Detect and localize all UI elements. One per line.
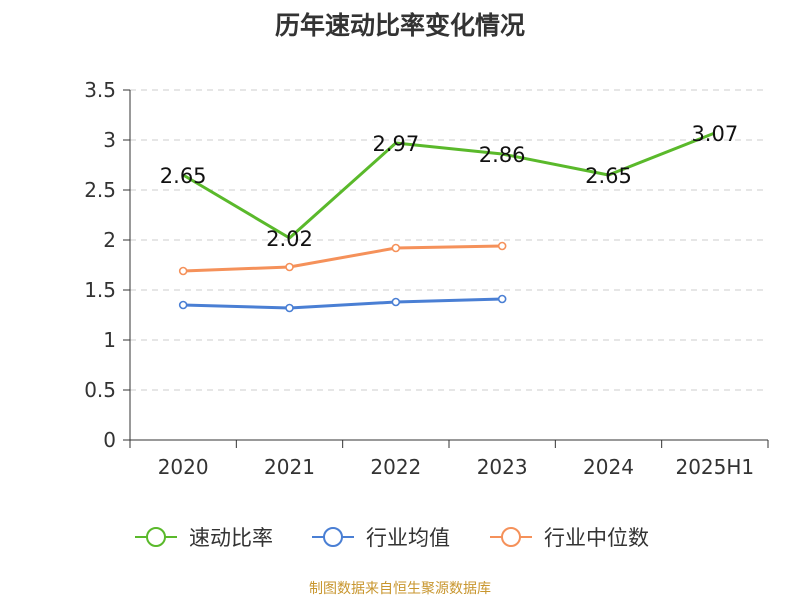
data-point (391, 243, 401, 253)
y-tick-label: 1.5 (84, 278, 116, 302)
legend-item-0: 速动比率 (135, 526, 273, 550)
x-tick-label: 2023 (477, 455, 528, 479)
y-tick-label: 3 (103, 128, 116, 152)
series-line-2 (183, 244, 503, 273)
y-tick-label: 3.5 (84, 78, 116, 102)
data-label: 2.02 (266, 227, 313, 251)
legend-swatch-marker (146, 527, 166, 547)
y-tick-label: 1 (103, 328, 116, 352)
data-label: 2.86 (479, 143, 526, 167)
x-tick-label: 2022 (370, 455, 421, 479)
legend-item-2: 行业中位数 (490, 526, 649, 550)
series-lines (178, 131, 716, 313)
series-line-1 (183, 297, 503, 310)
data-point (285, 303, 294, 313)
chart-title: 历年速动比率变化情况 (274, 11, 525, 40)
grid-lines (130, 89, 768, 391)
legend-label: 速动比率 (189, 526, 273, 550)
y-tick-label: 0.5 (84, 378, 116, 402)
data-label: 3.07 (691, 122, 738, 146)
data-point (391, 297, 401, 307)
data-label: 2.97 (372, 132, 419, 156)
data-point (178, 266, 188, 276)
data-point (497, 241, 507, 251)
data-point (285, 262, 294, 272)
legend: 速动比率 行业均值 行业中位数 (135, 526, 649, 550)
x-tick-label: 2021 (264, 455, 315, 479)
source-note: 制图数据来自恒生聚源数据库 (309, 581, 491, 597)
series-line-0 (182, 131, 716, 240)
data-labels: 2.65 2.02 2.97 2.86 2.65 3.07 (160, 122, 738, 251)
legend-swatch-marker (323, 527, 343, 547)
data-label: 2.65 (585, 164, 632, 188)
y-tick-label: 0 (103, 428, 116, 452)
legend-label: 行业中位数 (544, 526, 649, 550)
x-tick-label: 2025H1 (675, 455, 754, 479)
data-label: 2.65 (160, 164, 207, 188)
axes: 0 0.5 1 1.5 2 2.5 3 3.5 2020 2021 2022 2023 2024 2025… (84, 78, 769, 479)
legend-swatch-marker (501, 527, 521, 547)
legend-label: 行业均值 (366, 526, 450, 550)
x-tick-label: 2020 (158, 455, 209, 479)
y-tick-label: 2 (103, 228, 116, 252)
legend-item-1: 行业均值 (312, 526, 450, 550)
x-tick-label: 2024 (583, 455, 634, 479)
data-point (497, 294, 507, 304)
data-point (178, 300, 188, 310)
y-tick-label: 2.5 (84, 178, 116, 202)
